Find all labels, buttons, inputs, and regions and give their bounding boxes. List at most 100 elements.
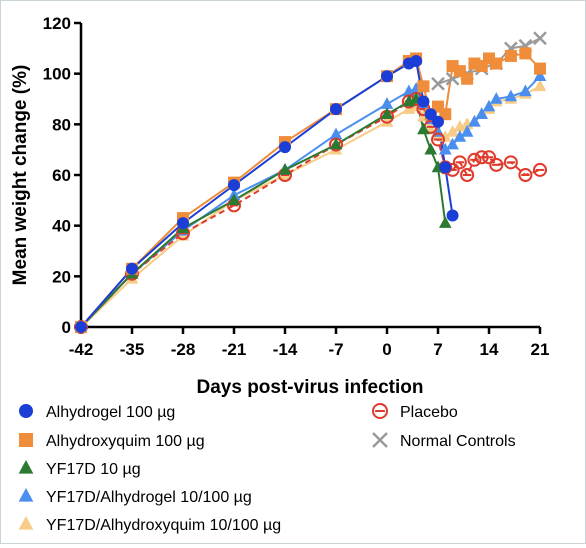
data-point-marker: [439, 108, 452, 121]
data-point-marker: [417, 122, 430, 135]
series-line: [80, 52, 541, 328]
data-point-marker: [279, 141, 291, 154]
data-point-marker: [278, 163, 292, 175]
x-tick-label: -35: [120, 340, 145, 359]
legend-label: Alhydrogel 100 µg: [46, 404, 175, 421]
legend-marker: [18, 515, 34, 530]
data-point-marker: [227, 193, 241, 206]
data-point-marker: [329, 127, 343, 140]
data-point-marker: [380, 107, 394, 119]
data-point-marker: [329, 137, 343, 150]
legend-marker: [18, 459, 34, 474]
data-point-marker: [475, 107, 489, 119]
data-point-marker: [504, 49, 517, 62]
y-tick-label: 100: [43, 65, 71, 84]
x-tick-label: 21: [531, 340, 550, 359]
data-point-marker: [461, 72, 474, 85]
legend-item: Normal Controls: [372, 432, 516, 450]
data-point-marker: [380, 114, 394, 127]
data-point-marker: [467, 152, 482, 167]
axes: 0 20 40 60 80 100 120 -42 -35 -28 -21 -14 -7 0 7 14 21: [43, 14, 550, 359]
y-tick-label: 60: [52, 166, 71, 185]
data-point-marker: [533, 69, 547, 81]
data-point-marker: [460, 125, 474, 137]
legend-marker: [19, 433, 33, 447]
data-point-marker: [452, 155, 467, 170]
data-point-marker: [446, 137, 459, 150]
data-point-marker: [533, 31, 547, 46]
data-point-marker: [446, 125, 459, 137]
data-point-marker: [417, 80, 430, 93]
data-point-marker: [330, 103, 342, 116]
legend-marker: [372, 432, 388, 448]
x-ticks: -42 -35 -28 -21 -14 -7 0 7 14 21: [69, 327, 550, 359]
data-point-marker: [438, 216, 452, 228]
data-point-marker: [446, 209, 459, 222]
data-point-marker: [438, 142, 452, 155]
x-tick-label: 0: [382, 340, 391, 359]
legend-item: YF17D 10 µg: [18, 459, 141, 478]
series-markers: [74, 31, 547, 334]
legend-item: Placebo: [372, 403, 458, 421]
y-tick-label: 20: [52, 267, 71, 286]
data-point-marker: [534, 62, 546, 75]
data-point-marker: [177, 217, 189, 230]
data-point-marker: [489, 157, 504, 172]
series-line: [80, 59, 454, 328]
legend-label: Placebo: [400, 404, 458, 421]
data-point-marker: [460, 168, 475, 182]
y-tick-label: 80: [52, 115, 71, 134]
legend-marker: [19, 404, 33, 418]
data-point-marker: [519, 47, 532, 60]
legend-label: YF17D 10 µg: [46, 461, 141, 478]
data-point-marker: [533, 162, 547, 177]
data-point-marker: [424, 142, 438, 155]
legend-item: Alhydroxyquim 100 µg: [19, 433, 205, 450]
data-point-marker: [380, 97, 394, 109]
x-tick-label: -28: [171, 340, 196, 359]
data-point-marker: [439, 161, 452, 174]
data-point-marker: [453, 130, 467, 142]
y-ticks: 0 20 40 60 80 100 120: [43, 14, 81, 337]
data-point-marker: [504, 89, 518, 102]
data-point-marker: [482, 150, 496, 165]
x-axis-title: Days post-virus infection: [197, 377, 424, 398]
y-axis-title: Mean weight change (%): [10, 65, 31, 286]
x-tick-label: 14: [480, 340, 499, 359]
data-point-marker: [533, 79, 547, 92]
legend-label: YF17D/Alhydroxyquim 10/100 µg: [46, 517, 281, 534]
x-tick-label: -7: [328, 340, 343, 359]
series-line: [80, 75, 541, 328]
x-tick-label: -14: [273, 340, 298, 359]
data-point-marker: [490, 57, 503, 70]
data-point-marker: [489, 92, 503, 104]
data-point-marker: [468, 114, 481, 127]
legend-label: Normal Controls: [400, 433, 516, 450]
data-point-marker: [431, 132, 445, 147]
data-point-marker: [417, 95, 430, 108]
data-point-marker: [432, 115, 444, 128]
data-point-marker: [503, 155, 518, 170]
data-point-marker: [519, 84, 532, 97]
y-tick-label: 0: [62, 318, 71, 337]
x-tick-label: 7: [433, 340, 442, 359]
data-point-marker: [482, 99, 496, 112]
x-tick-label: -21: [222, 340, 247, 359]
data-point-marker: [381, 70, 393, 83]
legend-marker: [18, 487, 34, 502]
data-point-marker: [431, 76, 445, 91]
series-line: [80, 97, 447, 328]
legend-marker: [372, 403, 388, 419]
data-point-marker: [126, 262, 138, 275]
legend-item: Alhydrogel 100 µg: [19, 404, 175, 421]
legend-item: YF17D/Alhydroxyquim 10/100 µg: [18, 515, 281, 534]
legend: Alhydrogel 100 µg Alhydroxyquim 100 µg YF1…: [18, 403, 516, 534]
data-point-marker: [424, 108, 437, 121]
data-point-marker: [228, 179, 240, 192]
data-point-marker: [75, 321, 87, 333]
data-point-marker: [518, 168, 533, 182]
legend-label: Alhydroxyquim 100 µg: [46, 433, 205, 450]
data-point-marker: [410, 55, 423, 67]
